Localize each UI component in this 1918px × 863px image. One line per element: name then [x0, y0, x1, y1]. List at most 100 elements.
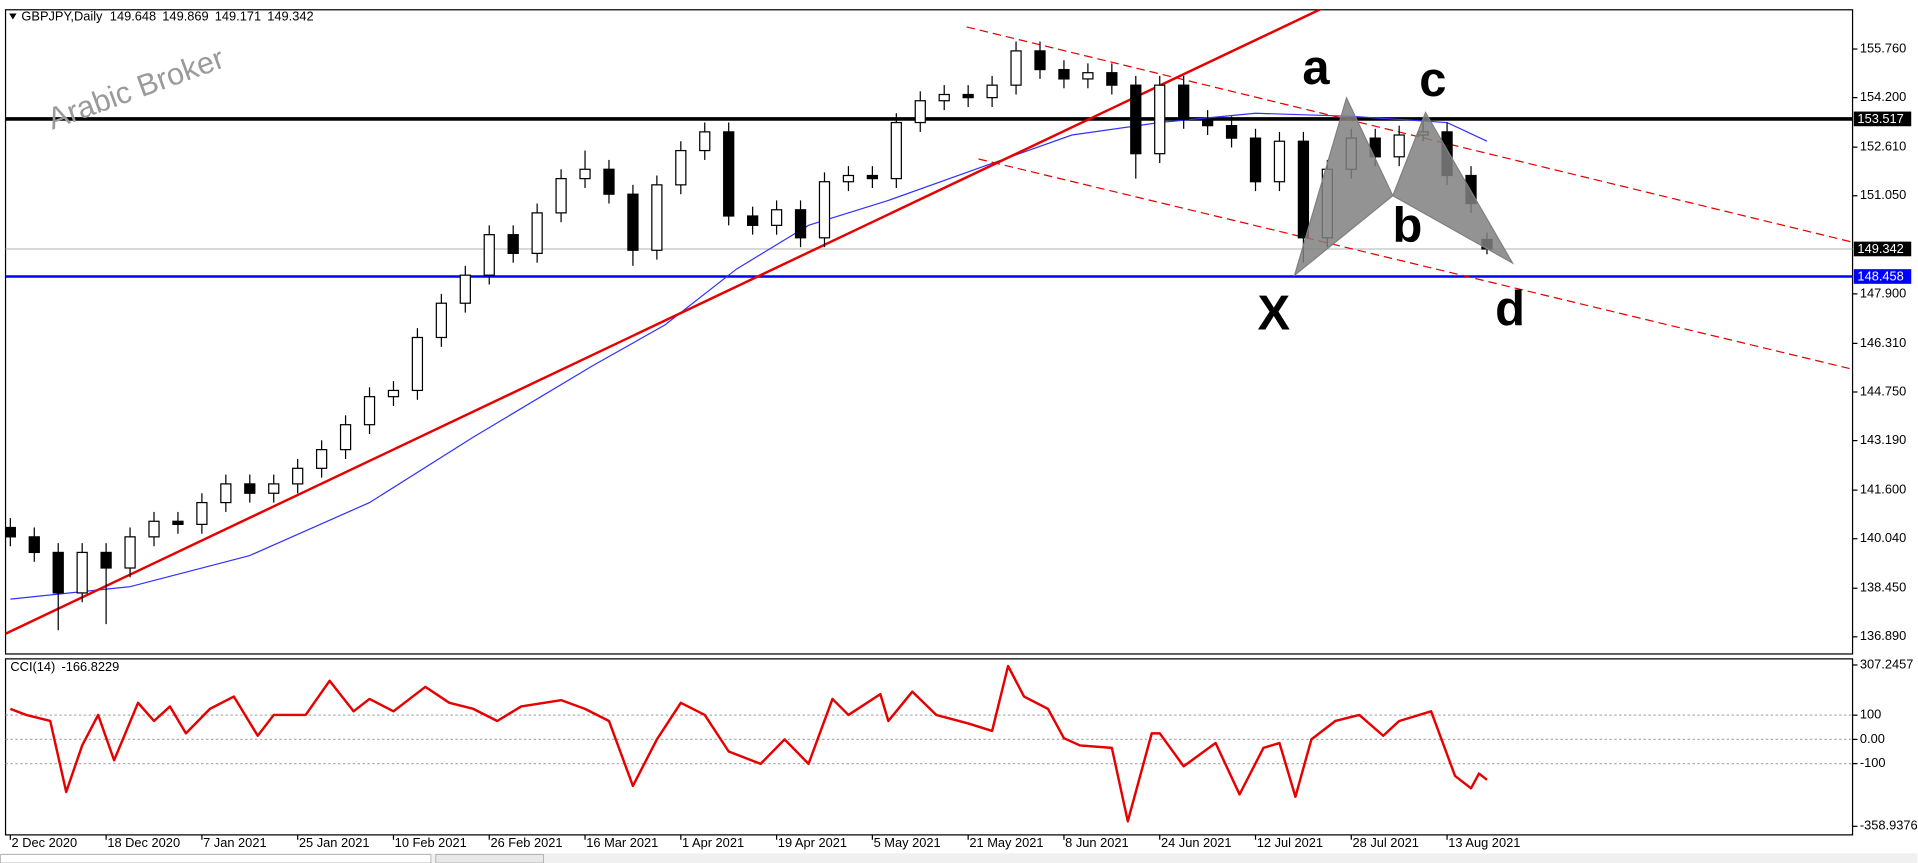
candle-body	[579, 168, 591, 180]
x-tick-label: 26 Feb 2021	[490, 835, 562, 850]
candle-body	[268, 483, 280, 494]
axes: 155.760 154.200 152.610 151.050 147.900 146.3…	[9, 40, 1918, 850]
candle-body	[938, 93, 950, 102]
candle-body	[244, 483, 256, 494]
x-tick-label: 7 Jan 2021	[203, 835, 266, 850]
candle-body	[28, 536, 40, 554]
main-plot	[5, 9, 1853, 635]
cci-plot	[5, 664, 1853, 823]
y-tick-label: 140.040	[1860, 530, 1906, 545]
candle-body	[363, 396, 376, 426]
candle-body	[962, 93, 974, 99]
candle-body	[531, 212, 543, 254]
ohlc-high: 149.869	[162, 9, 208, 24]
pattern-label: a	[1302, 41, 1330, 95]
trend-line	[5, 9, 1323, 635]
candle-body	[818, 181, 831, 239]
candle-body	[627, 193, 639, 251]
candle-body	[1201, 118, 1214, 127]
ohlc-low: 149.171	[215, 9, 261, 24]
x-tick-label: 18 Dec 2020	[107, 835, 180, 850]
candle-body	[220, 483, 232, 504]
candle-body	[747, 215, 759, 226]
pattern-label: c	[1419, 53, 1446, 107]
pattern-wing	[1293, 96, 1394, 277]
candle-body	[5, 526, 16, 538]
candle-body	[842, 174, 855, 183]
x-tick-label: 21 May 2021	[969, 835, 1043, 850]
tab[interactable]	[435, 854, 544, 863]
candle-body	[603, 168, 615, 195]
y-tick-label: 144.750	[1860, 383, 1906, 398]
indicator-value: -166.8229	[61, 659, 119, 674]
candle-body	[315, 449, 328, 469]
y-tick-label: 141.600	[1860, 482, 1906, 497]
candle-body	[890, 121, 902, 180]
candle-body	[196, 501, 208, 525]
candle-body	[507, 234, 519, 254]
channel-line	[978, 158, 1853, 370]
candle-body	[866, 174, 879, 180]
x-tick-label: 5 May 2021	[874, 835, 941, 850]
x-tick-label: 8 Jun 2021	[1065, 835, 1128, 850]
candle-body	[1082, 72, 1094, 80]
x-tick-label: 10 Feb 2021	[395, 835, 467, 850]
level-label-box	[1853, 269, 1912, 284]
candle-body	[172, 520, 184, 525]
pattern-label: b	[1393, 199, 1423, 253]
candle-body	[555, 178, 567, 214]
candle-body	[770, 209, 783, 226]
candle-body	[339, 424, 352, 451]
y-tick-label: 151.050	[1860, 187, 1906, 202]
pattern-label: d	[1495, 282, 1525, 336]
candle-body	[675, 149, 687, 186]
candle-body	[435, 302, 447, 339]
y-tick-label: 100	[1860, 707, 1881, 722]
candle-body	[148, 520, 160, 538]
y-tick-label: 155.760	[1860, 40, 1906, 55]
candle-body	[651, 184, 663, 251]
trend-line	[10, 112, 1488, 600]
indicator-title: CCI(14)	[10, 659, 55, 674]
x-tick-label: 24 Jun 2021	[1161, 835, 1232, 850]
y-tick-label: 154.200	[1860, 89, 1906, 104]
x-tick-label: 16 Mar 2021	[586, 835, 658, 850]
pattern-wing	[1392, 111, 1515, 265]
y-tick-label: 138.450	[1860, 580, 1906, 595]
y-tick-label: 307.2457	[1860, 656, 1914, 671]
candle-body	[1297, 140, 1310, 239]
candle-body	[986, 84, 998, 99]
candle-body	[914, 100, 926, 124]
x-tick-label: 19 Apr 2021	[778, 835, 847, 850]
candle-body	[699, 131, 711, 152]
y-tick-label: 136.890	[1860, 628, 1906, 643]
pattern-label: X	[1258, 287, 1291, 341]
candle-body	[1249, 137, 1262, 183]
candle-body	[1058, 68, 1070, 80]
candle-body	[1393, 134, 1405, 158]
candle-body	[723, 131, 735, 217]
ohlc-open: 149.648	[110, 9, 156, 24]
candle-body	[483, 234, 495, 276]
candle-body	[794, 209, 807, 239]
candle-body	[52, 551, 64, 594]
candle-body	[387, 389, 400, 398]
indicator-line	[9, 664, 1488, 823]
cci-frame	[4, 658, 1854, 836]
x-tick-label: 1 Apr 2021	[682, 835, 744, 850]
y-tick-label: -358.9376	[1860, 818, 1918, 833]
candle-body	[459, 274, 471, 304]
tab[interactable]	[0, 854, 432, 863]
x-tick-label: 25 Jan 2021	[299, 835, 370, 850]
candle-body	[411, 336, 424, 392]
symbol-menu-arrow[interactable]	[9, 13, 17, 20]
symbol-title: GBPJPY,Daily	[21, 9, 103, 24]
candle-body	[1273, 140, 1286, 183]
candle-body	[292, 467, 304, 485]
candle-body	[1130, 84, 1142, 155]
x-tick-label: 2 Dec 2020	[12, 835, 78, 850]
y-tick-label: 147.900	[1860, 285, 1906, 300]
x-tick-label: 28 Jul 2021	[1353, 835, 1419, 850]
